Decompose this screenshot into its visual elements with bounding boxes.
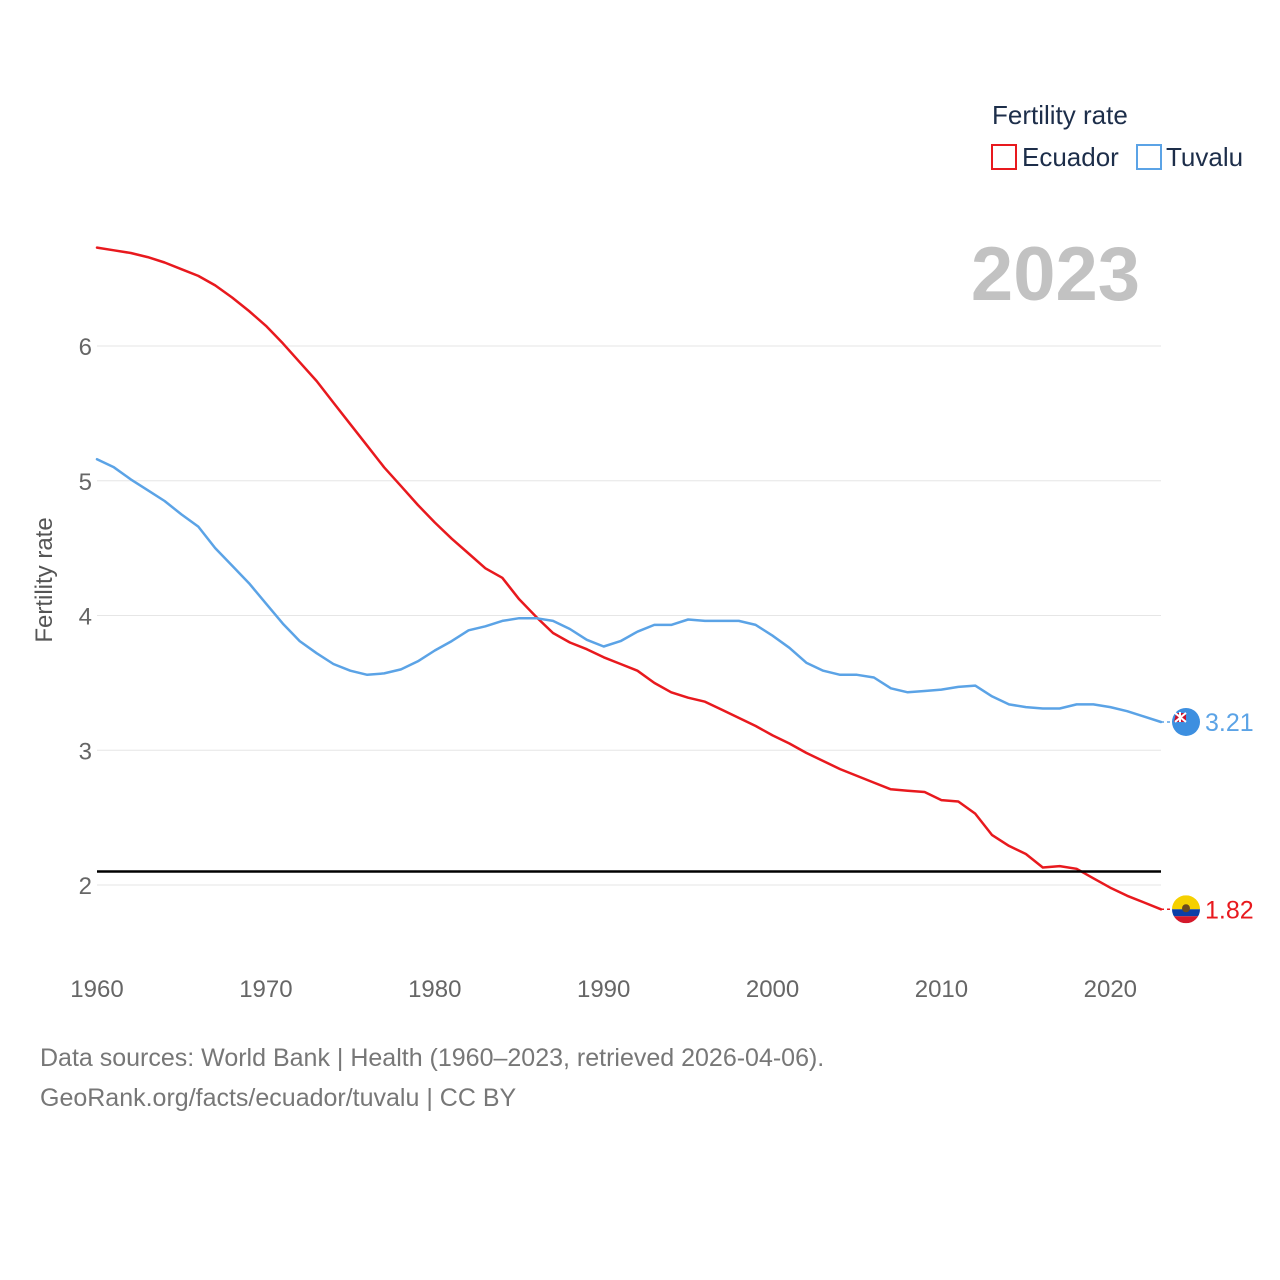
x-tick-2010: 2010: [915, 976, 968, 1003]
series-line-ecuador: [95, 246, 1163, 911]
y-tick-4: 4: [79, 604, 92, 631]
current-year-label: 2023: [971, 232, 1140, 317]
end-markers: 3.21 1.82: [1161, 707, 1254, 924]
ecuador-end-value: 1.82: [1205, 896, 1254, 924]
x-tick-1980: 1980: [408, 976, 461, 1003]
x-tick-1970: 1970: [239, 976, 292, 1003]
legend-title: Fertility rate: [992, 100, 1128, 130]
ecuador-flag-emblem: [1182, 904, 1190, 913]
x-tick-2000: 2000: [746, 976, 799, 1003]
y-tick-3: 3: [79, 738, 92, 765]
y-axis-ticks: 2 3 4 5 6: [79, 334, 92, 900]
tuvalu-end-value: 3.21: [1205, 709, 1254, 737]
x-axis-ticks: 1960 1970 1980 1990 2000 2010 2020: [70, 976, 1137, 1003]
gridlines: [97, 345, 1161, 886]
legend: Fertility rate Ecuador Tuvalu: [991, 100, 1243, 172]
legend-swatch-ecuador: [991, 144, 1017, 170]
ecuador-flag-red: [1172, 916, 1200, 924]
legend-item-tuvalu[interactable]: Tuvalu: [1136, 142, 1243, 172]
ecuador-flag-yellow: [1172, 895, 1200, 910]
tuvalu-flag-cross: [1174, 711, 1187, 723]
ecuador-flag-icon: [1172, 895, 1200, 924]
x-tick-2020: 2020: [1084, 976, 1137, 1003]
series-line-tuvalu: [95, 457, 1163, 724]
legend-label-ecuador: Ecuador: [1022, 142, 1119, 172]
y-tick-5: 5: [79, 469, 92, 496]
legend-swatch-tuvalu: [1136, 144, 1162, 170]
footer-sources: Data sources: World Bank | Health (1960–…: [40, 1044, 825, 1072]
series-lines: [95, 246, 1163, 911]
x-tick-1960: 1960: [70, 976, 123, 1003]
footer-attribution[interactable]: GeoRank.org/facts/ecuador/tuvalu | CC BY: [40, 1084, 517, 1112]
y-axis-label: Fertility rate: [31, 517, 58, 642]
y-tick-6: 6: [79, 334, 92, 361]
tuvalu-flag-icon: [1172, 707, 1200, 736]
y-tick-2: 2: [79, 873, 92, 900]
legend-label-tuvalu: Tuvalu: [1166, 142, 1243, 172]
legend-item-ecuador[interactable]: Ecuador: [991, 142, 1119, 172]
ecuador-flag-blue: [1172, 909, 1200, 917]
x-tick-1990: 1990: [577, 976, 630, 1003]
